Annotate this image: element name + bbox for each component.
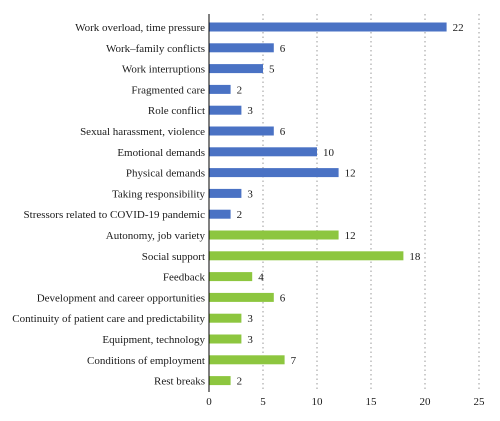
bar [209,64,263,74]
category-label: Taking responsibility [112,188,206,200]
gridlines [262,14,480,392]
value-label: 10 [323,147,335,159]
category-label: Autonomy, job variety [106,230,206,242]
bar [209,334,242,344]
bar [209,355,285,365]
bar [209,209,231,219]
category-label: Equipment, technology [102,334,205,346]
x-tick-label: 15 [366,396,378,408]
category-label: Conditions of employment [87,355,205,367]
bar [209,251,404,261]
bar [209,168,339,178]
bar [209,188,242,198]
value-label: 18 [409,251,421,263]
bar [209,105,242,115]
category-labels: Work overload, time pressure Work–family … [12,22,205,388]
value-label: 6 [280,292,286,304]
category-label: Role conflict [148,105,205,117]
x-tick-label: 25 [474,396,486,408]
bar [209,84,231,94]
category-label: Development and career opportunities [37,292,205,304]
bar [209,126,274,136]
bar [209,292,274,302]
value-label: 2 [237,209,243,221]
value-label: 2 [237,84,243,96]
bars [209,22,447,386]
x-tick-label: 20 [420,396,432,408]
value-label: 6 [280,126,286,138]
bar [209,147,317,157]
value-label: 12 [345,168,356,180]
category-label: Emotional demands [117,147,205,159]
value-label: 7 [291,355,297,367]
value-label: 22 [453,22,464,34]
category-label: Social support [142,251,205,263]
value-label: 3 [247,188,253,200]
x-tick-label: 0 [206,396,212,408]
x-axis-ticks: 0 5 10 15 20 25 [206,396,485,408]
x-tick-label: 5 [260,396,266,408]
bar [209,313,242,323]
bar [209,43,274,53]
value-label: 3 [247,334,253,346]
category-label: Stressors related to COVID-19 pandemic [24,209,206,221]
value-label: 5 [269,64,275,76]
value-label: 3 [247,105,253,117]
value-label: 2 [237,376,243,388]
category-label: Feedback [163,272,206,284]
value-label: 4 [258,272,264,284]
category-label: Sexual harassment, violence [80,126,205,138]
category-label: Work–family conflicts [106,43,205,55]
category-label: Rest breaks [154,376,205,388]
bar [209,376,231,386]
category-label: Physical demands [126,168,205,180]
category-label: Work interruptions [122,64,205,76]
category-label: Continuity of patient care and predictab… [12,313,205,325]
bar [209,22,447,32]
category-label: Work overload, time pressure [75,22,205,34]
value-label: 6 [280,43,286,55]
bar [209,230,339,240]
bar [209,272,253,282]
value-label: 12 [345,230,356,242]
value-label: 3 [247,313,253,325]
category-label: Fragmented care [131,84,205,96]
x-tick-label: 10 [312,396,324,408]
